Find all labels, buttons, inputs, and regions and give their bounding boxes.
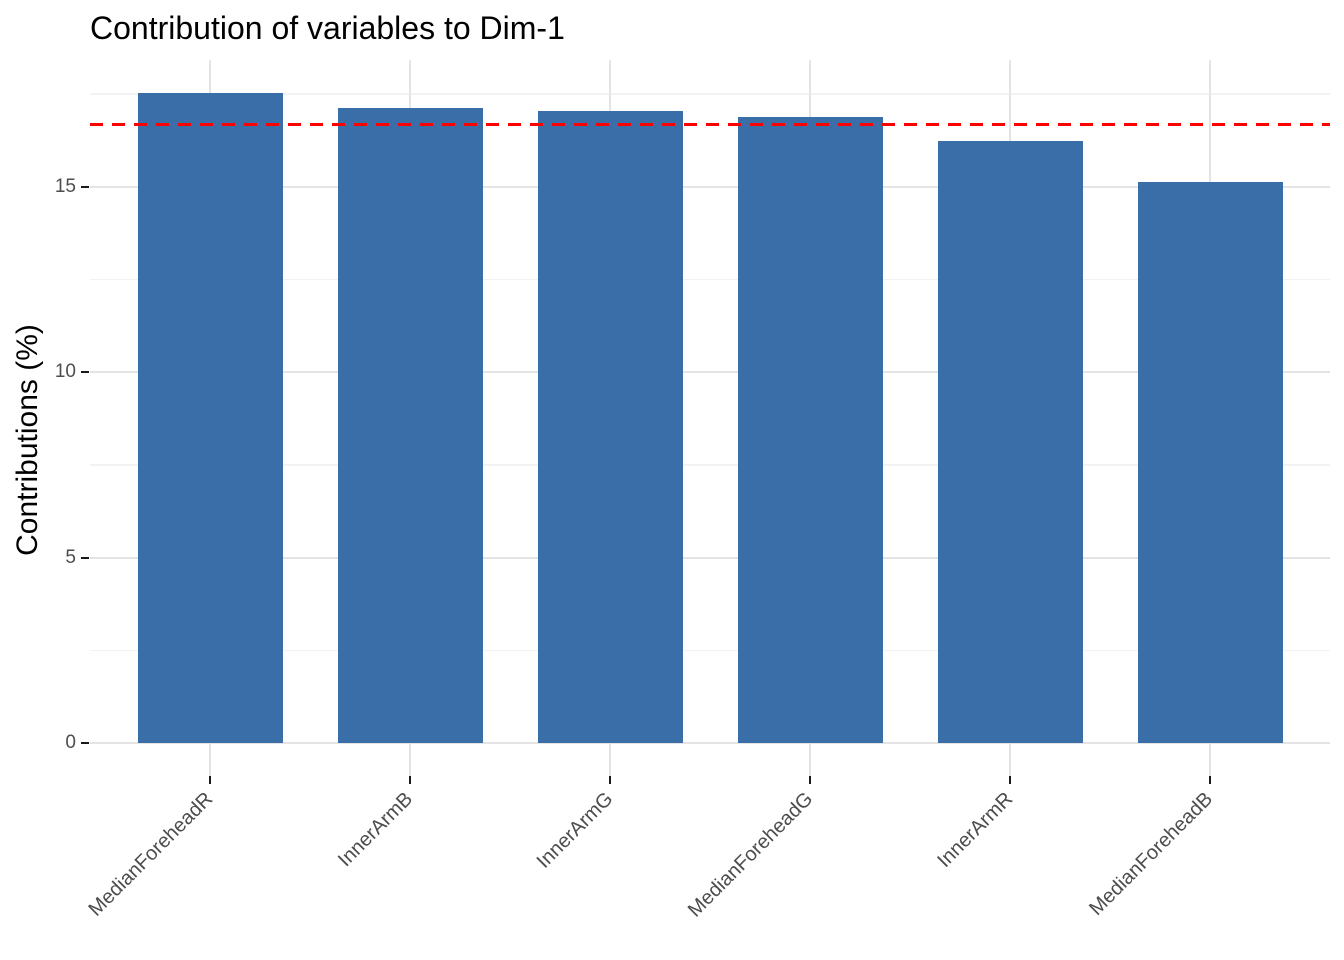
y-tick-mark <box>81 742 89 745</box>
gridline-major-y <box>90 742 1330 745</box>
gridline-major-y <box>90 556 1330 559</box>
gridline-minor-y <box>90 278 1330 281</box>
y-tick-label: 10 <box>54 361 76 383</box>
x-tick-label-text: MedianForeheadG <box>684 788 818 922</box>
x-tick-label-text: MedianForeheadB <box>1085 788 1218 920</box>
bar-MedianForeheadB <box>1137 182 1283 744</box>
y-axis-title: Contributions (%) <box>11 324 44 556</box>
x-tick-mark <box>1009 776 1011 784</box>
x-tick-label-text: InnerArmR <box>933 788 1018 872</box>
bar-InnerArmG <box>537 110 683 744</box>
reference-line <box>90 123 1330 127</box>
x-tick-mark <box>1209 776 1211 784</box>
x-tick-label-text: MedianForeheadR <box>84 788 218 921</box>
bar-InnerArmB <box>337 107 483 744</box>
gridline-major-y <box>90 185 1330 188</box>
x-tick-mark <box>209 776 211 784</box>
x-tick-label-text: InnerArmB <box>334 788 418 872</box>
chart-title: Contribution of variables to Dim-1 <box>90 10 565 46</box>
y-tick-mark <box>81 185 89 188</box>
x-tick-label-text: InnerArmG <box>532 788 618 873</box>
bar-MedianForeheadR <box>137 93 283 744</box>
gridline-minor-y <box>90 649 1330 652</box>
gridline-minor-y <box>90 93 1330 95</box>
gridline-major-y <box>90 371 1330 374</box>
bar-MedianForeheadG <box>737 116 883 744</box>
y-tick-mark <box>81 556 89 559</box>
y-tick-label: 15 <box>54 175 76 197</box>
x-tick-mark <box>809 776 811 784</box>
y-tick-label: 0 <box>65 732 76 754</box>
x-tick-mark <box>609 776 611 784</box>
bar-InnerArmR <box>937 140 1083 744</box>
x-tick-mark <box>409 776 411 784</box>
y-tick-label: 5 <box>65 546 76 568</box>
gridline-minor-y <box>90 464 1330 466</box>
y-tick-mark <box>81 371 89 374</box>
